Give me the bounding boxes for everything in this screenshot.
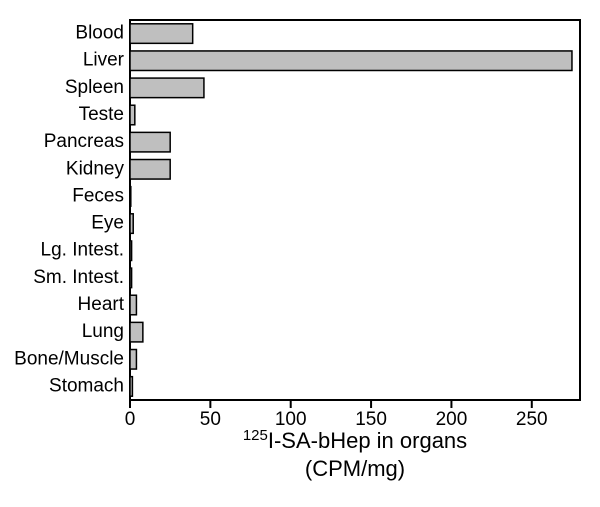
bar-stomach	[130, 377, 132, 397]
xtick-label: 50	[200, 409, 221, 430]
xtick-label: 200	[436, 409, 468, 430]
bar-feces	[130, 187, 131, 207]
ylabel-kidney: Kidney	[66, 158, 125, 179]
x-axis-title-line1: 125I-SA-bHep in organs	[243, 427, 467, 453]
ylabel-liver: Liver	[83, 50, 125, 71]
bar-blood	[130, 24, 193, 44]
ylabel-lung: Lung	[82, 321, 124, 342]
xtick-label: 0	[125, 409, 136, 430]
bar-sm-intest-	[130, 268, 132, 288]
bar-eye	[130, 214, 133, 234]
ylabel-spleen: Spleen	[65, 77, 124, 98]
bar-lg-intest-	[130, 241, 132, 261]
ylabel-heart: Heart	[78, 294, 125, 315]
xtick-label: 150	[355, 409, 387, 430]
xtick-label: 250	[516, 409, 548, 430]
bar-teste	[130, 105, 135, 125]
bar-kidney	[130, 160, 170, 180]
bar-pancreas	[130, 132, 170, 152]
bar-lung	[130, 322, 143, 342]
bar-heart	[130, 295, 136, 315]
organ-distribution-chart: Blood Liver Spleen Teste Pancreas Kidney Feces…	[0, 0, 600, 507]
ylabel-stomach: Stomach	[49, 375, 124, 396]
ylabel-sm-intest-: Sm. Intest.	[33, 267, 124, 288]
x-axis-title-line2: (CPM/mg)	[305, 456, 405, 481]
bar-liver	[130, 51, 572, 71]
xtick-label: 100	[275, 409, 307, 430]
bar-spleen	[130, 78, 204, 98]
chart-container: Blood Liver Spleen Teste Pancreas Kidney Feces…	[0, 0, 600, 507]
ylabel-pancreas: Pancreas	[44, 131, 124, 152]
ylabel-blood: Blood	[75, 23, 124, 44]
bar-bone-muscle	[130, 350, 136, 370]
ylabel-bone-muscle: Bone/Muscle	[14, 348, 124, 369]
ylabel-eye: Eye	[91, 213, 124, 234]
ylabel-feces: Feces	[72, 185, 124, 206]
ylabel-teste: Teste	[79, 104, 124, 125]
ylabel-lg-intest-: Lg. Intest.	[41, 240, 124, 261]
